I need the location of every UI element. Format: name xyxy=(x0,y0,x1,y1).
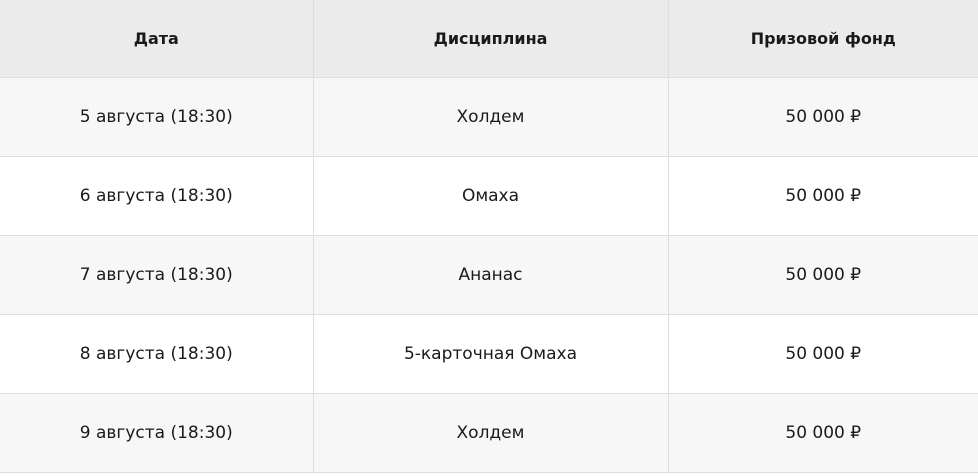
table-header-row: Дата Дисциплина Призовой фонд xyxy=(0,0,978,78)
cell-date: 7 августа (18:30) xyxy=(0,235,314,315)
table-row: 6 августа (18:30) Омаха 50 000 ₽ xyxy=(0,156,978,236)
header-discipline: Дисциплина xyxy=(312,0,669,78)
cell-discipline: Ананас xyxy=(312,235,669,315)
cell-discipline: Холдем xyxy=(312,77,669,157)
cell-date: 6 августа (18:30) xyxy=(0,156,314,236)
table-row: 5 августа (18:30) Холдем 50 000 ₽ xyxy=(0,77,978,157)
cell-prize: 50 000 ₽ xyxy=(667,77,978,157)
table-row: 9 августа (18:30) Холдем 50 000 ₽ xyxy=(0,393,978,473)
cell-discipline: Холдем xyxy=(312,393,669,473)
cell-date: 8 августа (18:30) xyxy=(0,314,314,394)
header-date: Дата xyxy=(0,0,314,78)
cell-discipline: Омаха xyxy=(312,156,669,236)
cell-prize: 50 000 ₽ xyxy=(667,156,978,236)
cell-date: 9 августа (18:30) xyxy=(0,393,314,473)
header-prize-fund: Призовой фонд xyxy=(667,0,978,78)
cell-discipline: 5-карточная Омаха xyxy=(312,314,669,394)
cell-prize: 50 000 ₽ xyxy=(667,235,978,315)
table-row: 8 августа (18:30) 5-карточная Омаха 50 0… xyxy=(0,314,978,394)
cell-prize: 50 000 ₽ xyxy=(667,314,978,394)
cell-prize: 50 000 ₽ xyxy=(667,393,978,473)
cell-date: 5 августа (18:30) xyxy=(0,77,314,157)
table-row: 7 августа (18:30) Ананас 50 000 ₽ xyxy=(0,235,978,315)
